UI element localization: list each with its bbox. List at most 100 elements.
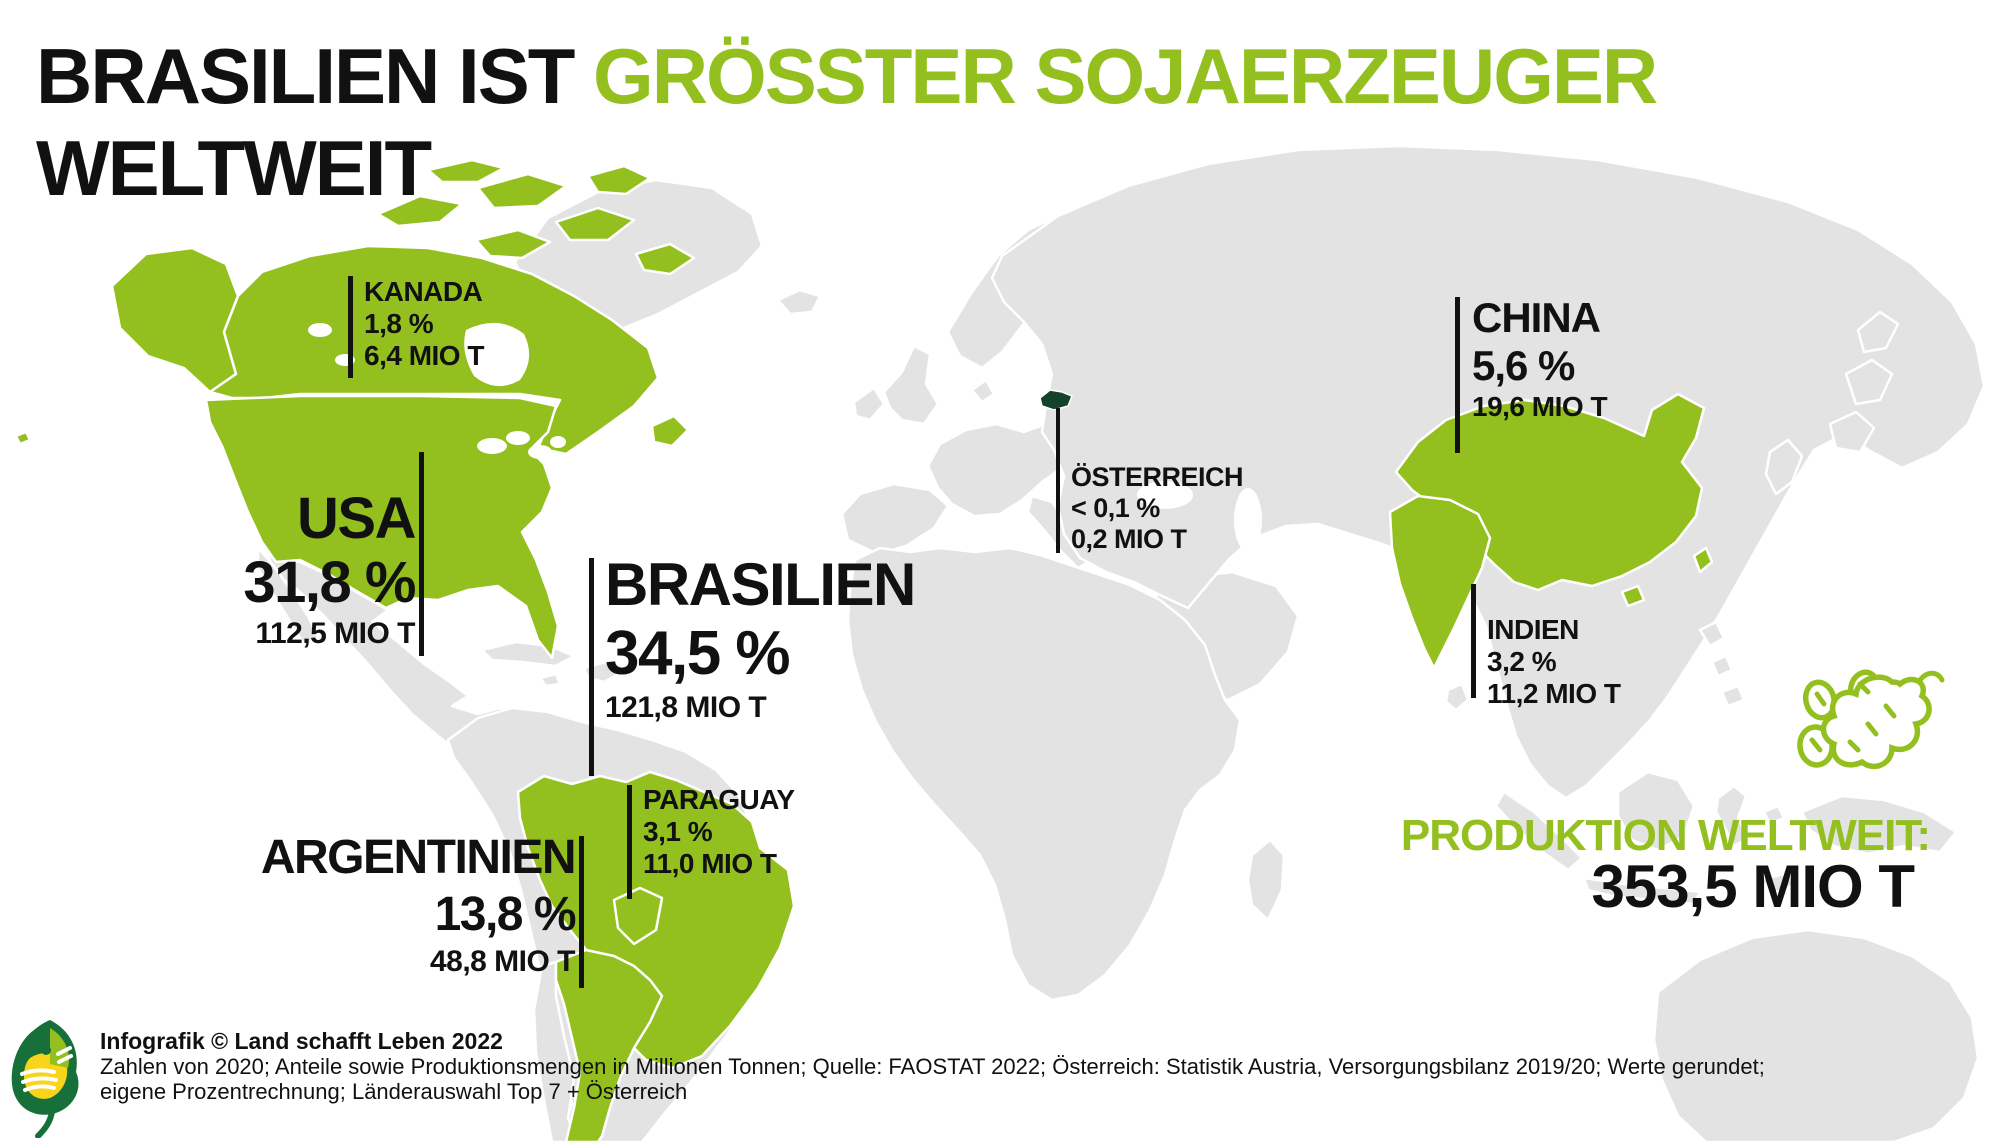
title-line2: WELTWEIT bbox=[36, 124, 432, 212]
kanada-pointer-line bbox=[348, 276, 353, 378]
country-share: 1,8 % bbox=[364, 308, 434, 339]
country-share: < 0,1 % bbox=[1071, 493, 1160, 523]
arctic-island-5 bbox=[474, 228, 552, 260]
map-caspian-sea bbox=[1234, 488, 1262, 552]
country-amount: 11,0 MIO T bbox=[643, 848, 777, 879]
label-china: CHINA 5,6 % 19,6 MIO T bbox=[1472, 294, 1608, 424]
map-ireland bbox=[852, 386, 886, 422]
label-oesterreich: ÖSTERREICH < 0,1 % 0,2 MIO T bbox=[1071, 462, 1244, 555]
world-total-value: 353,5 MIO T bbox=[1591, 853, 1915, 920]
country-name: BRASILIEN bbox=[605, 551, 916, 618]
country-shape-indien bbox=[1388, 494, 1492, 670]
map-timor bbox=[1758, 872, 1798, 894]
label-indien: INDIEN 3,2 % 11,2 MIO T bbox=[1487, 614, 1621, 710]
map-madagascar bbox=[1246, 838, 1286, 922]
map-new-guinea bbox=[1800, 794, 1958, 856]
country-shape-oesterreich bbox=[1039, 389, 1073, 411]
map-philippines-3 bbox=[1720, 684, 1746, 708]
oesterreich-pointer-line bbox=[1056, 408, 1060, 553]
country-amount: 48,8 MIO T bbox=[429, 945, 576, 978]
argentinien-pointer-line bbox=[579, 836, 584, 988]
map-black-sea bbox=[1137, 481, 1193, 509]
country-share: 5,6 % bbox=[1472, 342, 1575, 389]
china-pointer-line bbox=[1455, 297, 1460, 453]
country-name: ARGENTINIEN bbox=[260, 831, 577, 884]
great-lake-3 bbox=[528, 445, 552, 459]
arctic-island-4 bbox=[586, 164, 652, 196]
land-schafft-leben-logo bbox=[11, 1020, 79, 1138]
label-paraguay: PARAGUAY 3,1 % 11,0 MIO T bbox=[643, 784, 795, 880]
map-sulawesi bbox=[1714, 784, 1750, 848]
brasilien-pointer-line bbox=[589, 558, 594, 776]
arctic-island-6 bbox=[634, 242, 696, 276]
country-share: 13,8 % bbox=[434, 888, 577, 941]
country-name: KANADA bbox=[364, 276, 483, 307]
arctic-island-3 bbox=[554, 206, 636, 242]
map-philippines-1 bbox=[1698, 620, 1726, 648]
map-iberia bbox=[840, 482, 950, 556]
soybean-icon bbox=[1797, 669, 1945, 770]
map-java bbox=[1582, 876, 1702, 906]
footer-credit: Infografik © Land schafft Leben 2022 bbox=[100, 1028, 503, 1054]
footer-source-line-1: Zahlen von 2020; Anteile sowie Produktio… bbox=[100, 1054, 1765, 1079]
great-bear-lake bbox=[308, 323, 332, 337]
label-kanada: KANADA 1,8 % 6,4 MIO T bbox=[364, 276, 484, 372]
country-shape-hainan bbox=[1620, 584, 1646, 608]
map-iceland bbox=[776, 288, 822, 316]
world-total-label: PRODUKTION WELTWEIT: bbox=[1400, 811, 1931, 860]
country-shape-paraguay bbox=[612, 886, 664, 946]
footer: Infografik © Land schafft Leben 2022 Zah… bbox=[100, 1028, 1765, 1104]
country-name: USA bbox=[297, 486, 416, 551]
country-shape-argentinien bbox=[554, 948, 664, 1142]
hudson-bay bbox=[464, 322, 530, 387]
country-amount: 0,2 MIO T bbox=[1071, 524, 1187, 554]
country-name: ÖSTERREICH bbox=[1071, 462, 1244, 492]
title-black-part: BRASILIEN IST bbox=[36, 32, 594, 120]
country-share: 3,1 % bbox=[643, 816, 713, 847]
footer-source-line-2: eigene Prozentrechnung; Länderauswahl To… bbox=[100, 1079, 688, 1104]
country-amount: 19,6 MIO T bbox=[1472, 391, 1608, 422]
arctic-island-1 bbox=[376, 194, 464, 228]
country-shape-newfoundland bbox=[650, 414, 690, 448]
great-lake-1 bbox=[477, 438, 507, 454]
great-lake-4 bbox=[550, 436, 566, 448]
map-korea bbox=[1764, 438, 1804, 496]
map-sri-lanka bbox=[1444, 682, 1470, 712]
label-argentinien: ARGENTINIEN 13,8 % 48,8 MIO T bbox=[260, 830, 577, 980]
indien-pointer-line bbox=[1471, 584, 1476, 698]
usa-pointer-line bbox=[419, 452, 424, 656]
map-japan-south bbox=[1828, 410, 1876, 454]
country-amount: 11,2 MIO T bbox=[1487, 678, 1621, 709]
title-green-part: GRÖSSTER SOJAERZEUGER bbox=[593, 32, 1658, 120]
great-lake-2 bbox=[506, 431, 530, 445]
country-amount: 6,4 MIO T bbox=[364, 340, 484, 371]
page-title: BRASILIEN IST GRÖSSTER SOJAERZEUGER WELT… bbox=[36, 30, 1658, 214]
country-shape-alaska bbox=[110, 246, 240, 394]
paraguay-pointer-line bbox=[627, 785, 632, 899]
map-borneo bbox=[1616, 770, 1696, 852]
map-australia bbox=[1652, 928, 1980, 1142]
map-cuba bbox=[480, 640, 576, 668]
country-amount: 121,8 MIO T bbox=[605, 691, 767, 724]
country-share: 31,8 % bbox=[243, 550, 416, 615]
map-japan-main bbox=[1844, 358, 1894, 406]
country-shape-taiwan bbox=[1692, 546, 1714, 574]
country-name: CHINA bbox=[1472, 294, 1601, 341]
map-denmark bbox=[970, 378, 996, 404]
map-uk bbox=[882, 344, 940, 426]
arctic-island-7 bbox=[426, 158, 506, 184]
map-jamaica bbox=[538, 672, 562, 688]
map-moluccas bbox=[1762, 804, 1786, 826]
label-usa: USA 31,8 % 112,5 MIO T bbox=[243, 486, 416, 652]
map-philippines-2 bbox=[1710, 654, 1734, 678]
hawaii-dot bbox=[14, 430, 32, 446]
arctic-island-2 bbox=[476, 172, 568, 210]
label-brasilien: BRASILIEN 34,5 % 121,8 MIO T bbox=[605, 551, 916, 726]
map-japan-north bbox=[1856, 310, 1900, 354]
country-share: 34,5 % bbox=[605, 619, 791, 688]
map-africa bbox=[846, 546, 1242, 1002]
country-name: INDIEN bbox=[1487, 614, 1579, 645]
map-sumatra bbox=[1494, 790, 1584, 872]
